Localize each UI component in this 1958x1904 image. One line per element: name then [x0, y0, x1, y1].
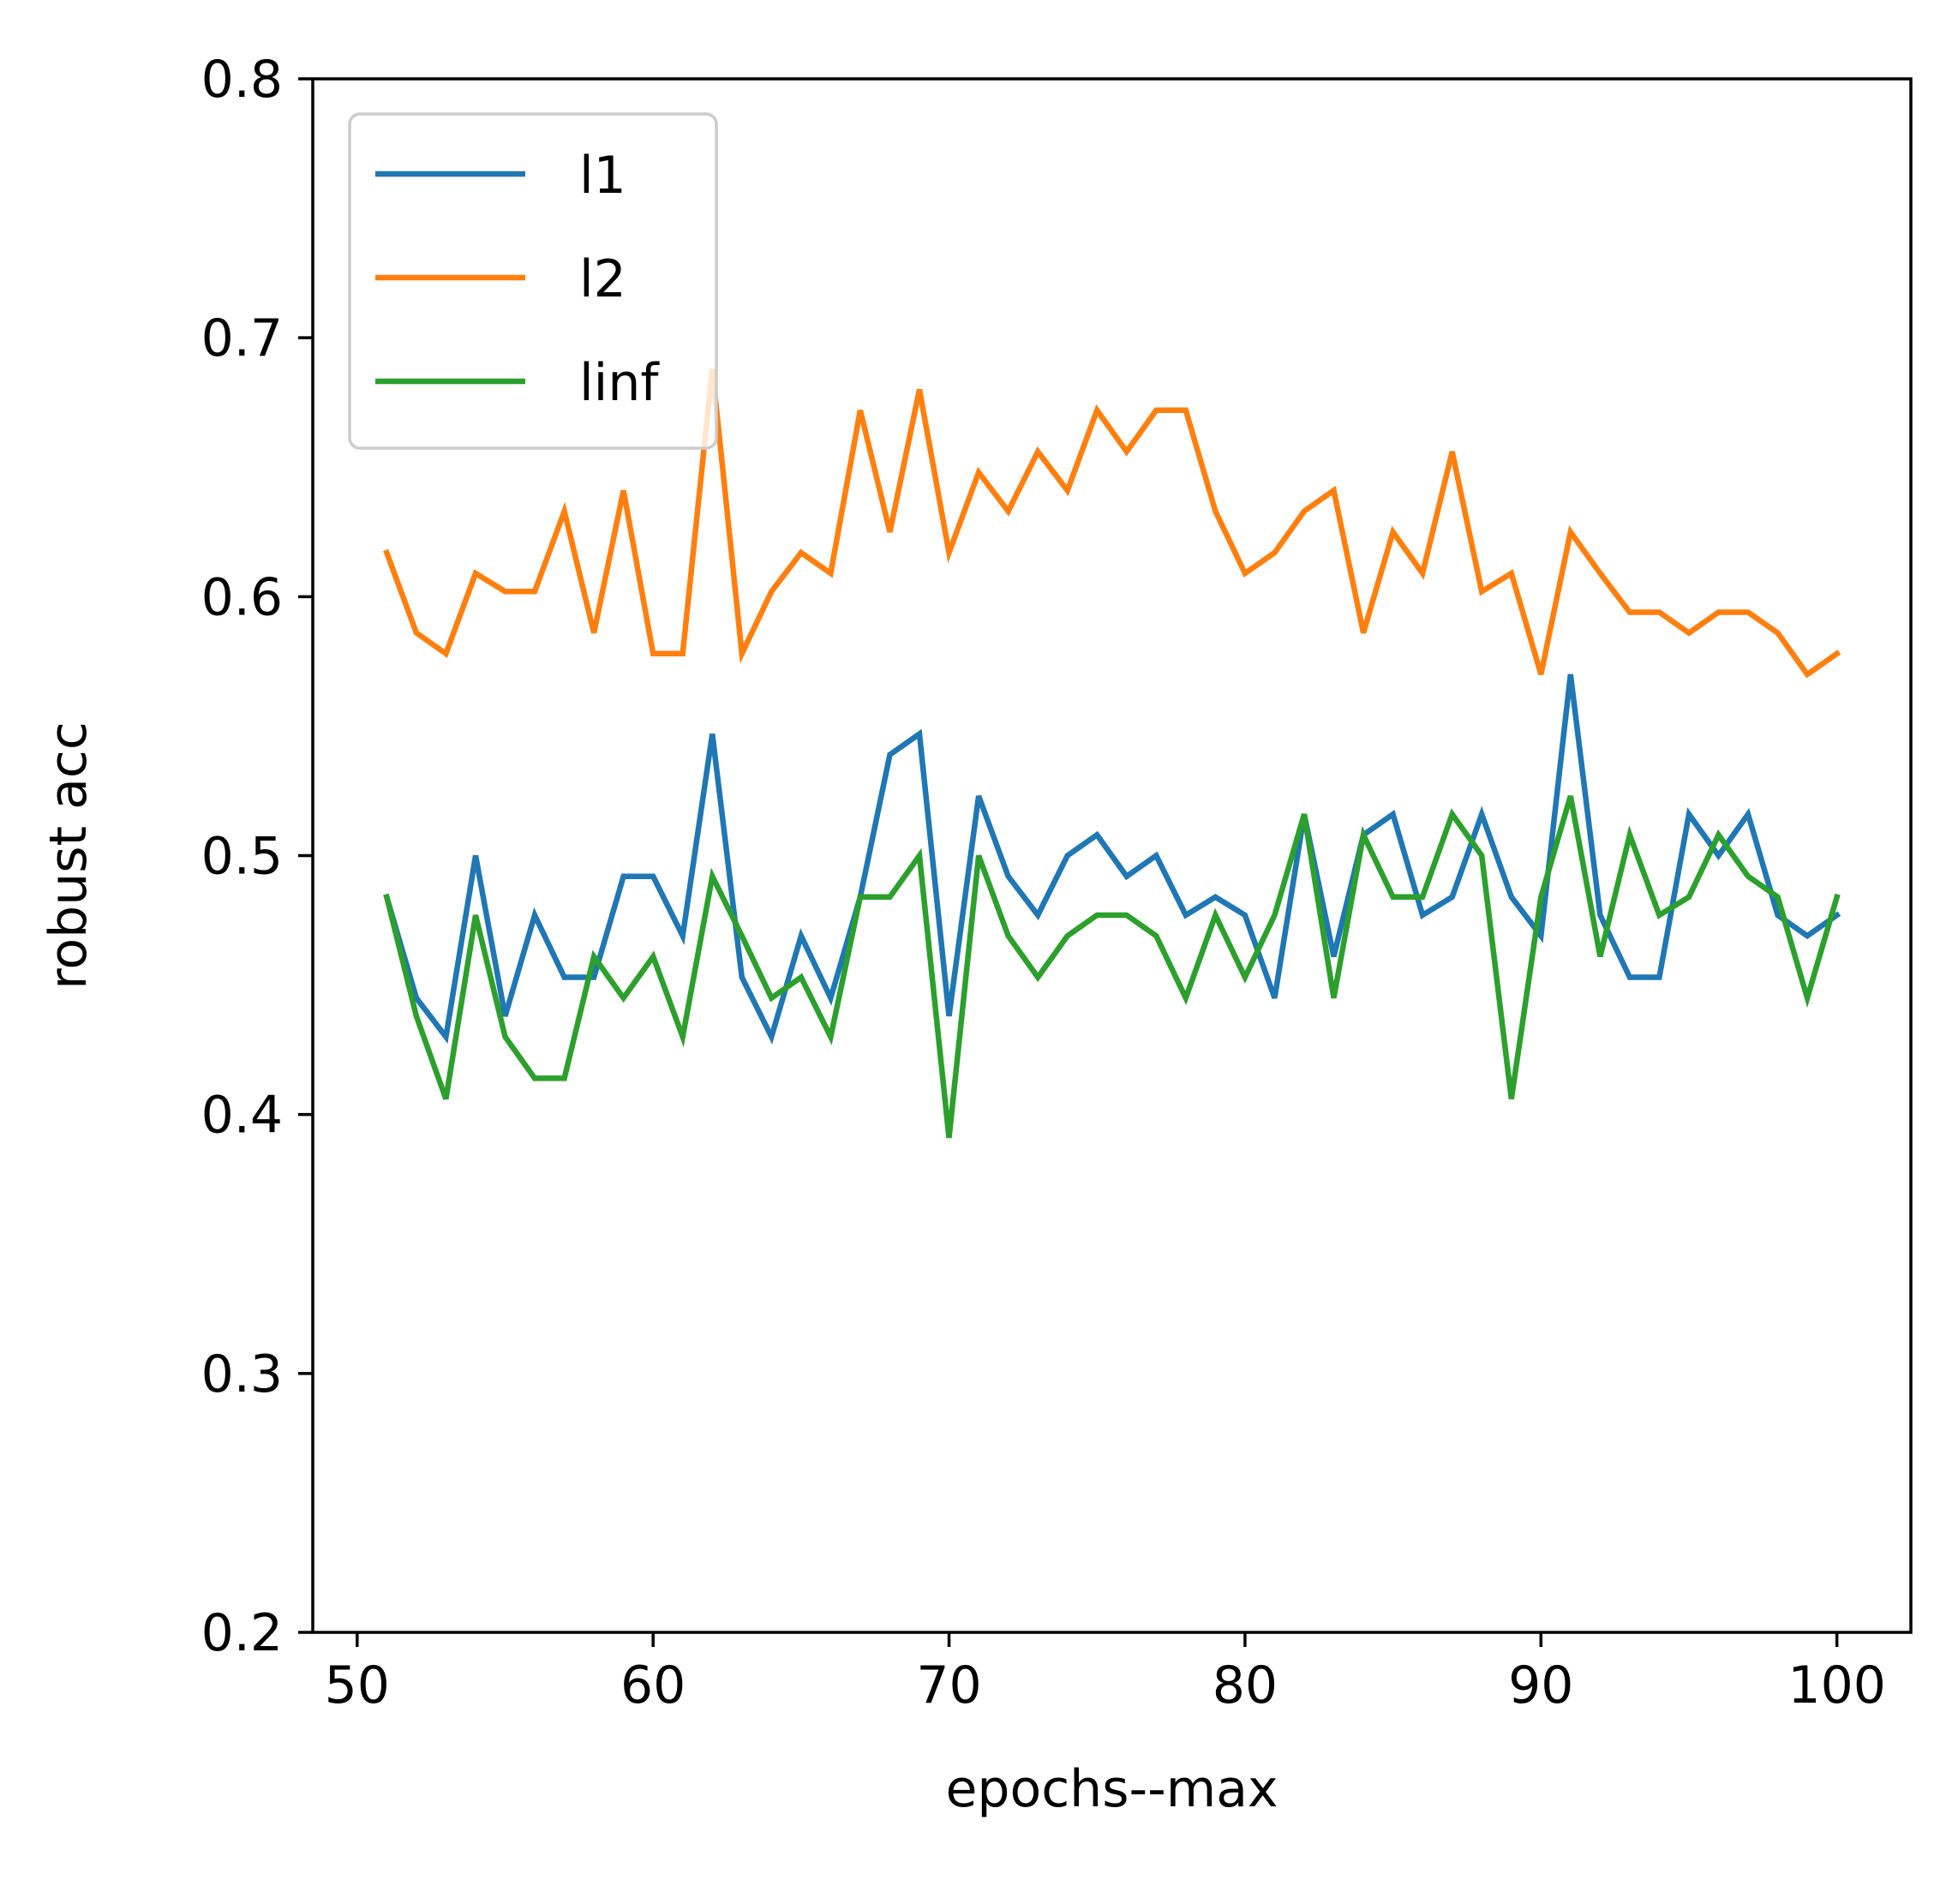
series-layer [383, 368, 1841, 1139]
x-tick-label: 70 [916, 1656, 981, 1715]
legend-box [348, 112, 718, 450]
legend-label-l2: l2 [579, 249, 626, 309]
y-axis-label: robust acc [39, 721, 99, 990]
series-line-l1 [383, 674, 1841, 1045]
x-tick-label: 60 [620, 1656, 686, 1715]
x-axis-label: epochs--max [945, 1759, 1278, 1819]
x-tick-label: 90 [1508, 1656, 1573, 1715]
y-tick-label: 0.4 [201, 1086, 283, 1146]
legend: l1 l2 linf [348, 112, 718, 450]
series-line-l2 [383, 368, 1841, 679]
x-tick-label: 50 [325, 1656, 390, 1715]
legend-label-l1: l1 [579, 146, 626, 206]
y-tick-label: 0.8 [201, 50, 283, 110]
axes-layer: 50 60 70 80 90 100 0.2 0.3 0.4 0.5 0.6 0.7 0.8 [201, 50, 1913, 1715]
legend-label-linf: linf [579, 353, 660, 413]
y-tick-label: 0.5 [201, 827, 283, 887]
y-tick-label: 0.2 [201, 1603, 283, 1663]
x-tick-label: 100 [1787, 1656, 1886, 1715]
x-tick-label: 80 [1213, 1656, 1278, 1715]
y-tick-label: 0.7 [201, 308, 283, 368]
y-tick-label: 0.3 [201, 1344, 283, 1404]
y-tick-label: 0.6 [201, 567, 283, 627]
series-line-linf [383, 795, 1841, 1139]
